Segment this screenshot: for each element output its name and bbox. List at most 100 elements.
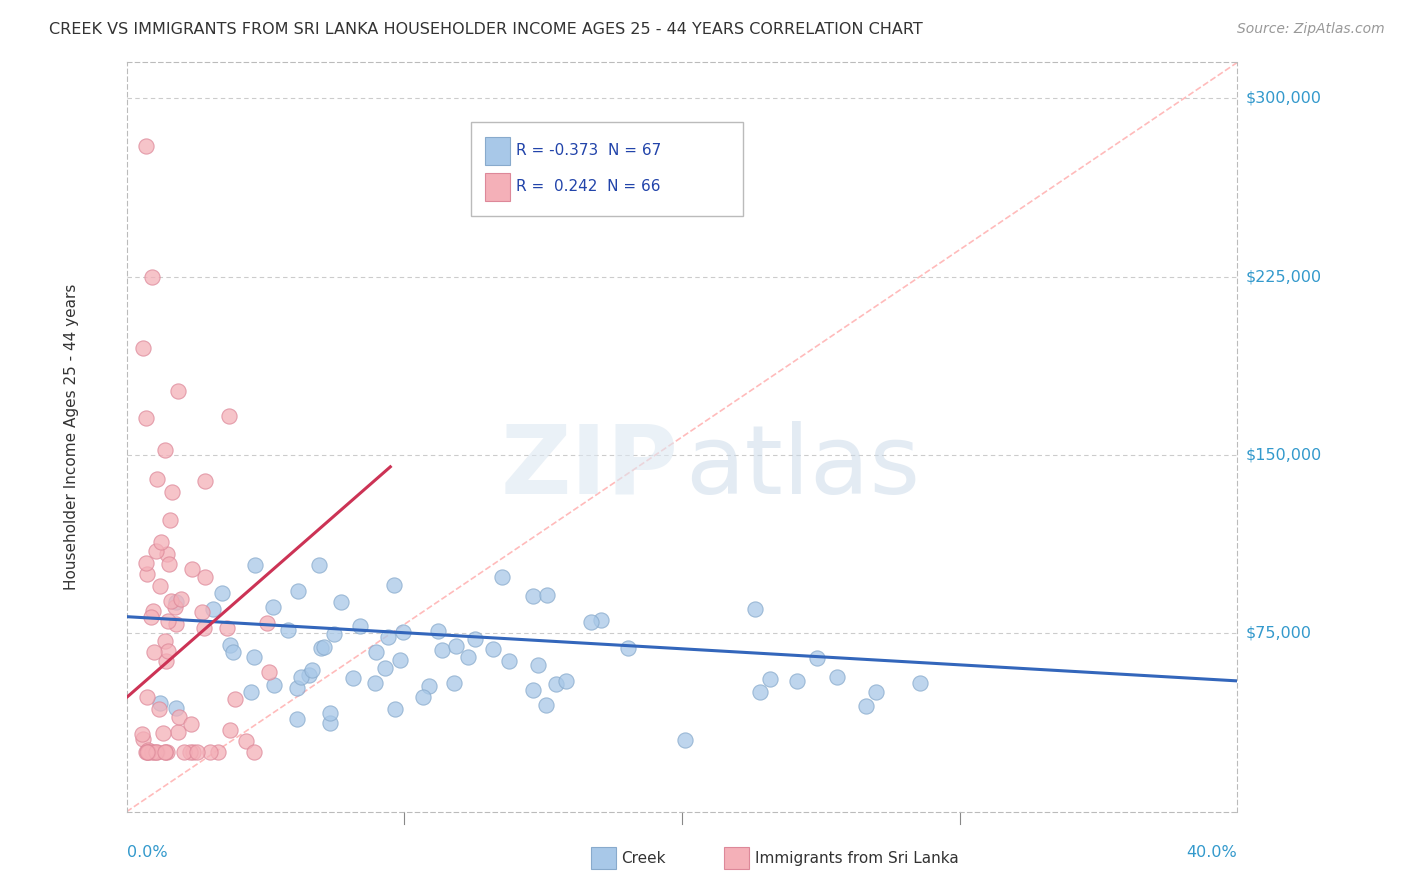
Point (363, 676, 385, 690)
Text: Householder Income Ages 25 - 44 years: Householder Income Ages 25 - 44 years (63, 284, 79, 591)
Point (314, 640, 336, 655)
Text: Source: ZipAtlas.com: Source: ZipAtlas.com (1237, 22, 1385, 37)
Point (194, 570, 217, 584)
Text: $225,000: $225,000 (1246, 269, 1322, 284)
Text: R =  0.242  N = 66: R = 0.242 N = 66 (516, 179, 661, 194)
Point (135, 556, 157, 570)
Point (136, 745, 159, 759)
Bar (485, 172, 510, 201)
Point (165, 595, 187, 609)
Point (806, 650, 828, 665)
Point (579, 615, 602, 630)
Point (374, 661, 396, 675)
Point (215, 621, 238, 635)
Text: CREEK VS IMMIGRANTS FROM SRI LANKA HOUSEHOLDER INCOME AGES 25 - 44 YEARS CORRELA: CREEK VS IMMIGRANTS FROM SRI LANKA HOUSE… (49, 22, 922, 37)
Point (156, 644, 179, 658)
Point (855, 699, 877, 714)
Point (342, 671, 364, 685)
Point (139, 609, 162, 624)
Point (165, 599, 187, 614)
Point (141, 269, 163, 284)
Point (218, 409, 240, 423)
Point (554, 674, 576, 689)
Point (245, 558, 267, 572)
Point (157, 557, 180, 571)
Text: Creek: Creek (621, 851, 666, 865)
Point (418, 679, 440, 693)
Point (136, 743, 159, 757)
Point (457, 650, 479, 665)
Point (443, 676, 465, 690)
Point (748, 685, 770, 699)
Text: $150,000: $150,000 (1246, 448, 1322, 462)
Point (159, 513, 181, 527)
Point (285, 681, 308, 696)
Point (179, 745, 201, 759)
Point (384, 702, 406, 716)
Text: 40.0%: 40.0% (1187, 846, 1237, 861)
Point (149, 696, 172, 710)
Point (131, 727, 153, 741)
Point (239, 685, 262, 699)
Point (298, 667, 321, 681)
Point (142, 745, 165, 759)
Point (242, 650, 264, 665)
Point (155, 654, 177, 668)
Point (224, 692, 246, 706)
Point (262, 600, 284, 615)
Point (673, 733, 696, 747)
Point (544, 677, 567, 691)
Point (786, 673, 808, 688)
Point (153, 633, 176, 648)
Point (149, 579, 172, 593)
Point (160, 484, 183, 499)
Bar (485, 136, 510, 165)
Point (150, 535, 173, 549)
Point (153, 745, 176, 759)
Point (534, 698, 557, 712)
Point (173, 745, 195, 759)
Point (464, 632, 486, 646)
Point (235, 734, 257, 748)
Point (908, 676, 931, 690)
Point (153, 442, 176, 457)
Point (183, 745, 205, 759)
Point (142, 645, 165, 659)
Point (377, 630, 399, 644)
Point (146, 745, 169, 759)
Point (141, 745, 163, 759)
Point (243, 745, 266, 759)
Point (263, 678, 285, 692)
Point (287, 583, 309, 598)
Point (536, 588, 558, 602)
Point (169, 591, 191, 606)
Point (166, 725, 188, 739)
Point (491, 570, 513, 584)
Point (145, 544, 167, 558)
Point (308, 558, 330, 572)
Point (194, 474, 217, 488)
Point (522, 589, 544, 603)
Point (426, 624, 449, 638)
Point (498, 654, 520, 668)
Point (136, 745, 159, 759)
Point (309, 641, 332, 656)
Point (290, 670, 312, 684)
Point (201, 602, 224, 616)
Point (180, 717, 202, 731)
Point (256, 616, 278, 631)
Point (744, 602, 766, 616)
Point (323, 627, 346, 641)
Point (382, 578, 405, 592)
Point (136, 566, 159, 581)
Point (165, 617, 187, 632)
Point (865, 685, 887, 699)
Point (827, 670, 849, 684)
Point (156, 745, 179, 759)
Text: R = -0.373  N = 67: R = -0.373 N = 67 (516, 144, 662, 159)
Point (169, 709, 191, 723)
Point (527, 657, 550, 672)
Point (412, 690, 434, 705)
Text: Immigrants from Sri Lanka: Immigrants from Sri Lanka (755, 851, 959, 865)
Point (186, 745, 208, 759)
